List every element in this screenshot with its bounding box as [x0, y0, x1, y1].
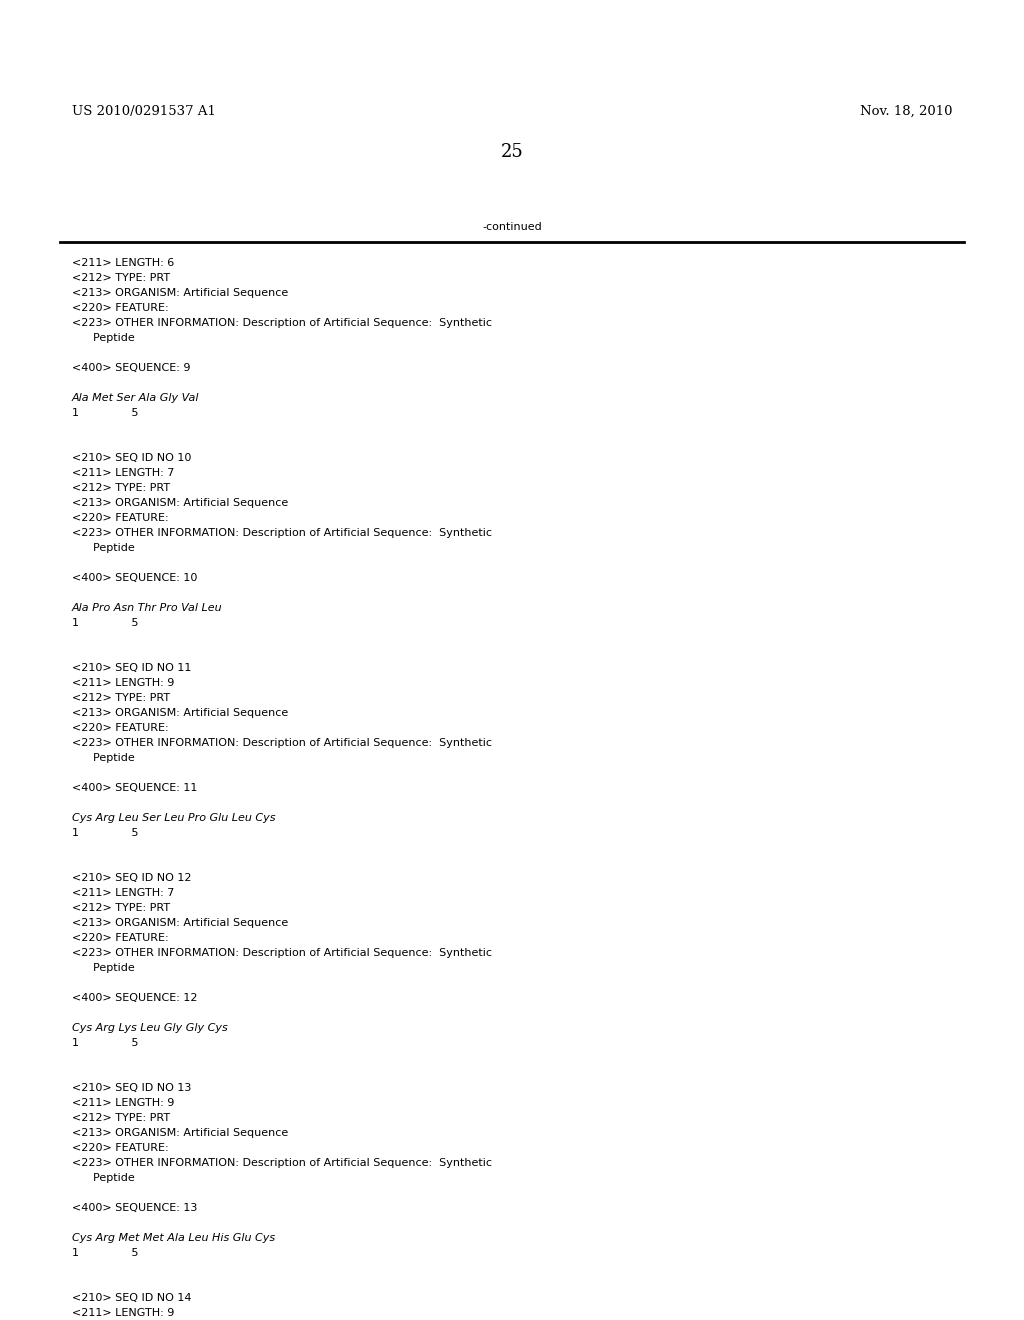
Text: Ala Pro Asn Thr Pro Val Leu: Ala Pro Asn Thr Pro Val Leu	[72, 603, 222, 612]
Text: <400> SEQUENCE: 9: <400> SEQUENCE: 9	[72, 363, 190, 374]
Text: <220> FEATURE:: <220> FEATURE:	[72, 1143, 169, 1152]
Text: <211> LENGTH: 9: <211> LENGTH: 9	[72, 678, 174, 688]
Text: <220> FEATURE:: <220> FEATURE:	[72, 933, 169, 942]
Text: <212> TYPE: PRT: <212> TYPE: PRT	[72, 903, 170, 913]
Text: <210> SEQ ID NO 14: <210> SEQ ID NO 14	[72, 1294, 191, 1303]
Text: <400> SEQUENCE: 11: <400> SEQUENCE: 11	[72, 783, 198, 793]
Text: Peptide: Peptide	[72, 964, 135, 973]
Text: <212> TYPE: PRT: <212> TYPE: PRT	[72, 483, 170, 492]
Text: <223> OTHER INFORMATION: Description of Artificial Sequence:  Synthetic: <223> OTHER INFORMATION: Description of …	[72, 948, 492, 958]
Text: Peptide: Peptide	[72, 333, 135, 343]
Text: <210> SEQ ID NO 10: <210> SEQ ID NO 10	[72, 453, 191, 463]
Text: <211> LENGTH: 7: <211> LENGTH: 7	[72, 888, 174, 898]
Text: Cys Arg Leu Ser Leu Pro Glu Leu Cys: Cys Arg Leu Ser Leu Pro Glu Leu Cys	[72, 813, 275, 822]
Text: <212> TYPE: PRT: <212> TYPE: PRT	[72, 693, 170, 704]
Text: <211> LENGTH: 9: <211> LENGTH: 9	[72, 1308, 174, 1317]
Text: <212> TYPE: PRT: <212> TYPE: PRT	[72, 273, 170, 282]
Text: <223> OTHER INFORMATION: Description of Artificial Sequence:  Synthetic: <223> OTHER INFORMATION: Description of …	[72, 738, 492, 748]
Text: <400> SEQUENCE: 12: <400> SEQUENCE: 12	[72, 993, 198, 1003]
Text: -continued: -continued	[482, 222, 542, 232]
Text: <213> ORGANISM: Artificial Sequence: <213> ORGANISM: Artificial Sequence	[72, 498, 288, 508]
Text: 1               5: 1 5	[72, 1247, 138, 1258]
Text: 1               5: 1 5	[72, 828, 138, 838]
Text: <213> ORGANISM: Artificial Sequence: <213> ORGANISM: Artificial Sequence	[72, 288, 288, 298]
Text: 1               5: 1 5	[72, 618, 138, 628]
Text: <220> FEATURE:: <220> FEATURE:	[72, 723, 169, 733]
Text: <211> LENGTH: 7: <211> LENGTH: 7	[72, 469, 174, 478]
Text: <210> SEQ ID NO 12: <210> SEQ ID NO 12	[72, 873, 191, 883]
Text: Peptide: Peptide	[72, 752, 135, 763]
Text: Nov. 18, 2010: Nov. 18, 2010	[859, 106, 952, 117]
Text: <223> OTHER INFORMATION: Description of Artificial Sequence:  Synthetic: <223> OTHER INFORMATION: Description of …	[72, 318, 492, 327]
Text: Cys Arg Lys Leu Gly Gly Cys: Cys Arg Lys Leu Gly Gly Cys	[72, 1023, 227, 1034]
Text: <211> LENGTH: 9: <211> LENGTH: 9	[72, 1098, 174, 1107]
Text: Ala Met Ser Ala Gly Val: Ala Met Ser Ala Gly Val	[72, 393, 200, 403]
Text: <220> FEATURE:: <220> FEATURE:	[72, 513, 169, 523]
Text: <223> OTHER INFORMATION: Description of Artificial Sequence:  Synthetic: <223> OTHER INFORMATION: Description of …	[72, 1158, 492, 1168]
Text: <213> ORGANISM: Artificial Sequence: <213> ORGANISM: Artificial Sequence	[72, 708, 288, 718]
Text: 1               5: 1 5	[72, 1038, 138, 1048]
Text: <400> SEQUENCE: 10: <400> SEQUENCE: 10	[72, 573, 198, 583]
Text: <213> ORGANISM: Artificial Sequence: <213> ORGANISM: Artificial Sequence	[72, 1129, 288, 1138]
Text: 1               5: 1 5	[72, 408, 138, 418]
Text: <223> OTHER INFORMATION: Description of Artificial Sequence:  Synthetic: <223> OTHER INFORMATION: Description of …	[72, 528, 492, 539]
Text: US 2010/0291537 A1: US 2010/0291537 A1	[72, 106, 216, 117]
Text: <210> SEQ ID NO 11: <210> SEQ ID NO 11	[72, 663, 191, 673]
Text: <211> LENGTH: 6: <211> LENGTH: 6	[72, 257, 174, 268]
Text: <212> TYPE: PRT: <212> TYPE: PRT	[72, 1113, 170, 1123]
Text: <210> SEQ ID NO 13: <210> SEQ ID NO 13	[72, 1082, 191, 1093]
Text: Peptide: Peptide	[72, 543, 135, 553]
Text: <400> SEQUENCE: 13: <400> SEQUENCE: 13	[72, 1203, 198, 1213]
Text: Peptide: Peptide	[72, 1173, 135, 1183]
Text: <213> ORGANISM: Artificial Sequence: <213> ORGANISM: Artificial Sequence	[72, 917, 288, 928]
Text: 25: 25	[501, 143, 523, 161]
Text: Cys Arg Met Met Ala Leu His Glu Cys: Cys Arg Met Met Ala Leu His Glu Cys	[72, 1233, 275, 1243]
Text: <220> FEATURE:: <220> FEATURE:	[72, 304, 169, 313]
